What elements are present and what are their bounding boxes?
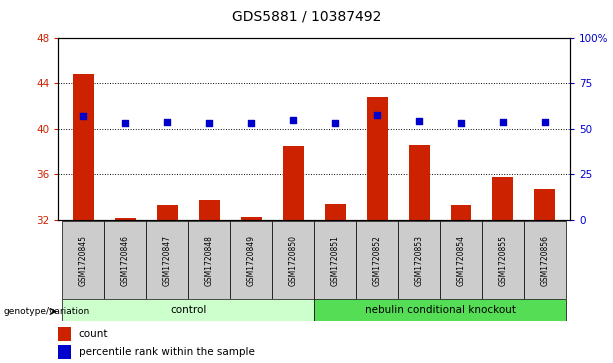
FancyBboxPatch shape [482, 221, 524, 299]
Bar [451, 205, 471, 220]
Text: GSM1720856: GSM1720856 [541, 235, 549, 286]
Point [456, 119, 466, 125]
Text: GSM1720849: GSM1720849 [246, 235, 256, 286]
Text: GDS5881 / 10387492: GDS5881 / 10387492 [232, 9, 381, 23]
Text: GSM1720851: GSM1720851 [330, 235, 340, 286]
FancyBboxPatch shape [314, 299, 566, 321]
Text: GSM1720855: GSM1720855 [498, 235, 508, 286]
Point [121, 121, 131, 126]
Point [330, 119, 340, 125]
FancyBboxPatch shape [272, 221, 314, 299]
Text: GSM1720847: GSM1720847 [163, 235, 172, 286]
FancyBboxPatch shape [63, 299, 314, 321]
FancyBboxPatch shape [314, 221, 356, 299]
Point [204, 119, 214, 125]
Bar [241, 217, 262, 220]
FancyBboxPatch shape [188, 221, 230, 299]
FancyBboxPatch shape [356, 221, 398, 299]
FancyBboxPatch shape [398, 221, 440, 299]
FancyBboxPatch shape [524, 221, 566, 299]
Text: percentile rank within the sample: percentile rank within the sample [78, 347, 254, 357]
Text: GSM1720845: GSM1720845 [79, 235, 88, 286]
Text: GSM1720852: GSM1720852 [373, 235, 382, 286]
Text: GSM1720848: GSM1720848 [205, 235, 214, 286]
Point [372, 113, 382, 118]
Point [498, 119, 508, 125]
Text: count: count [78, 329, 109, 339]
FancyBboxPatch shape [104, 221, 147, 299]
Bar [73, 74, 94, 220]
Bar [199, 200, 220, 220]
Bar [325, 204, 346, 220]
FancyBboxPatch shape [147, 221, 188, 299]
FancyBboxPatch shape [63, 221, 104, 299]
Bar [283, 146, 303, 220]
Point [78, 113, 88, 119]
Text: GSM1720846: GSM1720846 [121, 235, 130, 286]
Bar [367, 97, 387, 220]
Bar [157, 205, 178, 220]
Text: GSM1720850: GSM1720850 [289, 235, 298, 286]
Bar [58, 327, 71, 341]
Bar [492, 176, 514, 220]
Text: control: control [170, 305, 207, 315]
FancyBboxPatch shape [440, 221, 482, 299]
Point [246, 121, 256, 126]
Point [540, 119, 550, 125]
Bar [58, 345, 71, 359]
Bar [408, 145, 430, 220]
Text: genotype/variation: genotype/variation [3, 307, 89, 316]
Point [414, 118, 424, 123]
Point [288, 117, 298, 123]
Bar [535, 189, 555, 220]
Text: nebulin conditional knockout: nebulin conditional knockout [365, 305, 516, 315]
Text: GSM1720853: GSM1720853 [414, 235, 424, 286]
FancyBboxPatch shape [230, 221, 272, 299]
Bar [115, 219, 136, 220]
Text: GSM1720854: GSM1720854 [457, 235, 465, 286]
Point [162, 119, 172, 125]
